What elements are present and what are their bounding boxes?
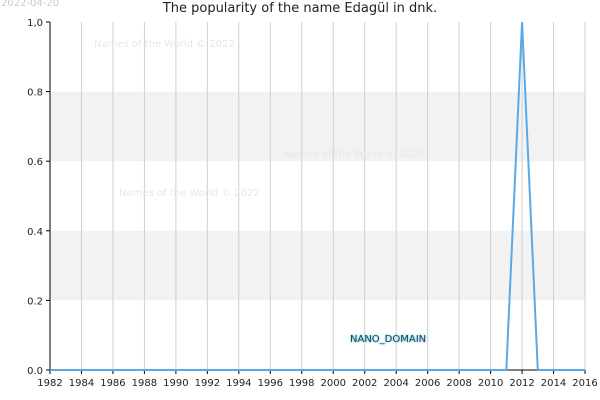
x-tick-label: 1992 (195, 378, 220, 389)
x-tick-label: 2006 (415, 378, 440, 389)
y-tick-label: 0.0 (27, 366, 43, 377)
x-tick-label: 2012 (509, 378, 534, 389)
watermark: Names of the World © 2022 (94, 39, 235, 50)
nano-domain-label: NANO_DOMAIN (350, 334, 427, 345)
x-tick-label: 2000 (321, 378, 346, 389)
x-tick-label: 1982 (37, 378, 62, 389)
watermark: Names of the World © 2022 (119, 188, 260, 199)
y-tick-label: 0.4 (27, 227, 43, 238)
x-tick-label: 1986 (100, 378, 125, 389)
x-tick-label: 1994 (226, 378, 251, 389)
watermark: Names of the World © 2022 (284, 149, 425, 160)
date-stamp: 2022-04-20 (1, 0, 60, 9)
y-tick-label: 0.6 (27, 157, 43, 168)
series-line (50, 21, 585, 371)
chart-title: The popularity of the name Edagül in dnk… (162, 1, 438, 16)
x-tick-label: 2014 (541, 378, 566, 389)
y-tick-label: 1,0 (27, 18, 43, 29)
x-tick-label: 1984 (69, 378, 94, 389)
x-tick-label: 1990 (163, 378, 188, 389)
x-tick-label: 1996 (258, 378, 283, 389)
y-tick-label: 0.2 (27, 296, 43, 307)
x-tick-label: 2016 (572, 378, 597, 389)
x-tick-label: 2010 (478, 378, 503, 389)
x-tick-label: 2008 (446, 378, 471, 389)
x-tick-label: 2002 (352, 378, 377, 389)
x-tick-label: 1998 (289, 378, 314, 389)
y-tick-label: 0.8 (27, 88, 43, 99)
y-band (50, 230, 585, 301)
x-tick-label: 2004 (383, 378, 408, 389)
y-band (50, 91, 585, 162)
x-tick-label: 1988 (132, 378, 157, 389)
